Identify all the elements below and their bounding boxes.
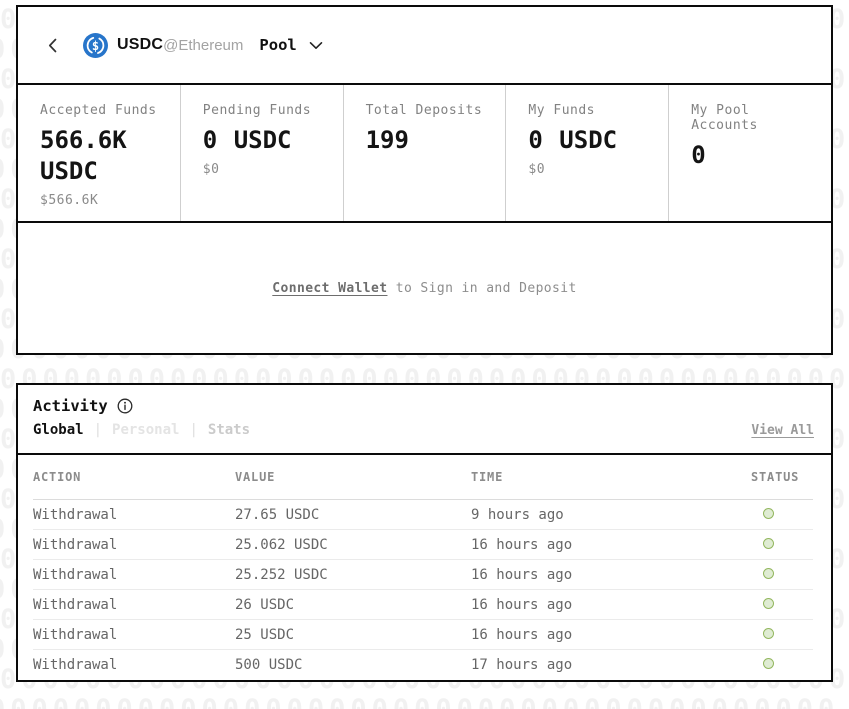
stat-value: 0 USDC [202,126,292,154]
activity-title: Activity [33,397,108,415]
cell-time: 9 hours ago [471,506,564,523]
stat-pending-funds: Pending Funds 0 USDC $0 [179,85,343,221]
chevron-left-icon [48,38,57,52]
connect-wallet-prompt: Connect Wallet to Sign in and Deposit [18,223,831,353]
tab-separator: | [189,422,198,438]
status-success-icon [763,537,774,549]
status-success-icon [763,507,774,519]
cell-status [751,507,813,523]
tab-personal[interactable]: Personal [112,422,180,438]
cell-action: Withdrawal [33,536,118,553]
stat-sub-value: $0 [528,162,546,177]
pool-header: $ USDC @Ethereum Pool [18,7,831,85]
stat-label: Total Deposits [365,103,483,118]
pool-stats: Accepted Funds 566.6K USDC $566.6K Pendi… [18,85,831,223]
status-success-icon [763,597,774,609]
column-header-status: STATUS [751,470,800,484]
stat-my-funds: My Funds 0 USDC $0 [505,85,668,221]
cell-action: Withdrawal [33,506,118,523]
stat-sub-value: $0 [202,162,220,177]
pool-card: $ USDC @Ethereum Pool Accepted Funds 566.… [16,5,833,355]
tab-stats[interactable]: Stats [207,422,251,438]
activity-table-body: Withdrawal 27.65 USDC 9 hours ago Withdrawa… [33,500,813,680]
stat-value: 0 [691,141,706,169]
cell-time: 16 hours ago [471,536,573,553]
chevron-down-icon [309,41,323,50]
pool-view-label: Pool [259,36,297,54]
cell-action: Withdrawal [33,626,118,643]
status-success-icon [763,567,774,579]
stat-accepted-funds: Accepted Funds 566.6K USDC $566.6K [18,85,180,221]
cell-status [751,627,813,643]
cell-value: 25.062 USDC [235,536,328,553]
activity-tabs: Global | Personal | Stats View All [33,422,814,438]
table-row[interactable]: Withdrawal 25.252 USDC 16 hours ago [33,560,813,590]
table-row[interactable]: Withdrawal 25 USDC 16 hours ago [33,620,813,650]
cell-value: 25 USDC [235,626,295,643]
activity-card: Activity Global | Personal | Stats View … [16,383,833,682]
table-row[interactable]: Withdrawal 500 USDC 17 hours ago [33,650,813,680]
column-header-value: VALUE [235,470,276,484]
token-network: @Ethereum [163,36,244,54]
stat-value: 199 [365,126,409,154]
cell-time: 16 hours ago [471,626,573,643]
back-button[interactable] [42,34,63,57]
column-header-action: ACTION [33,470,82,484]
cell-value: 26 USDC [235,596,295,613]
connect-wallet-link[interactable]: Connect Wallet [272,280,388,296]
stat-label: My Funds [528,103,596,118]
table-row[interactable]: Withdrawal 27.65 USDC 9 hours ago [33,500,813,530]
token-name: USDC [117,36,164,53]
token-identity: $ USDC @Ethereum [83,32,244,58]
cell-status [751,537,813,553]
stat-sub-value: $566.6K [40,193,99,208]
cell-status [751,567,813,583]
status-success-icon [763,627,774,639]
cell-time: 17 hours ago [471,657,573,673]
cell-status [751,657,813,673]
cell-action: Withdrawal [33,566,118,583]
stat-label: Pending Funds [202,103,312,118]
tab-separator: | [93,422,103,438]
status-success-icon [763,658,774,669]
usdc-token-icon: $ [83,32,108,58]
pool-view-dropdown[interactable]: Pool [259,36,323,54]
activity-table: ACTION VALUE TIME STATUS Withdrawal 27.65… [18,455,831,680]
table-row[interactable]: Withdrawal 25.062 USDC 16 hours ago [33,530,813,560]
view-all-link[interactable]: View All [751,422,814,438]
cell-value: 25.252 USDC [235,566,328,583]
connect-prompt-text: to Sign in and Deposit [387,280,577,296]
cell-action: Withdrawal [33,596,118,613]
activity-table-header: ACTION VALUE TIME STATUS [33,455,813,500]
info-icon[interactable] [117,398,133,414]
cell-status [751,597,813,613]
svg-text:$: $ [92,38,99,52]
cell-value: 500 USDC [235,657,303,673]
stat-total-deposits: Total Deposits 199 [342,85,506,221]
stat-value: 566.6K USDC [40,126,127,185]
table-row[interactable]: Withdrawal 26 USDC 16 hours ago [33,590,813,620]
cell-time: 16 hours ago [471,596,573,613]
stat-label: My Pool Accounts [691,103,758,133]
stat-my-pool-accounts: My Pool Accounts 0 [668,85,831,221]
cell-action: Withdrawal [33,657,118,673]
cell-value: 27.65 USDC [235,506,320,523]
activity-header: Activity Global | Personal | Stats View … [18,385,831,455]
cell-time: 16 hours ago [471,566,573,583]
column-header-time: TIME [471,470,504,484]
stat-label: Accepted Funds [40,103,157,118]
tab-global[interactable]: Global [33,422,84,438]
stat-value: 0 USDC [528,126,618,154]
